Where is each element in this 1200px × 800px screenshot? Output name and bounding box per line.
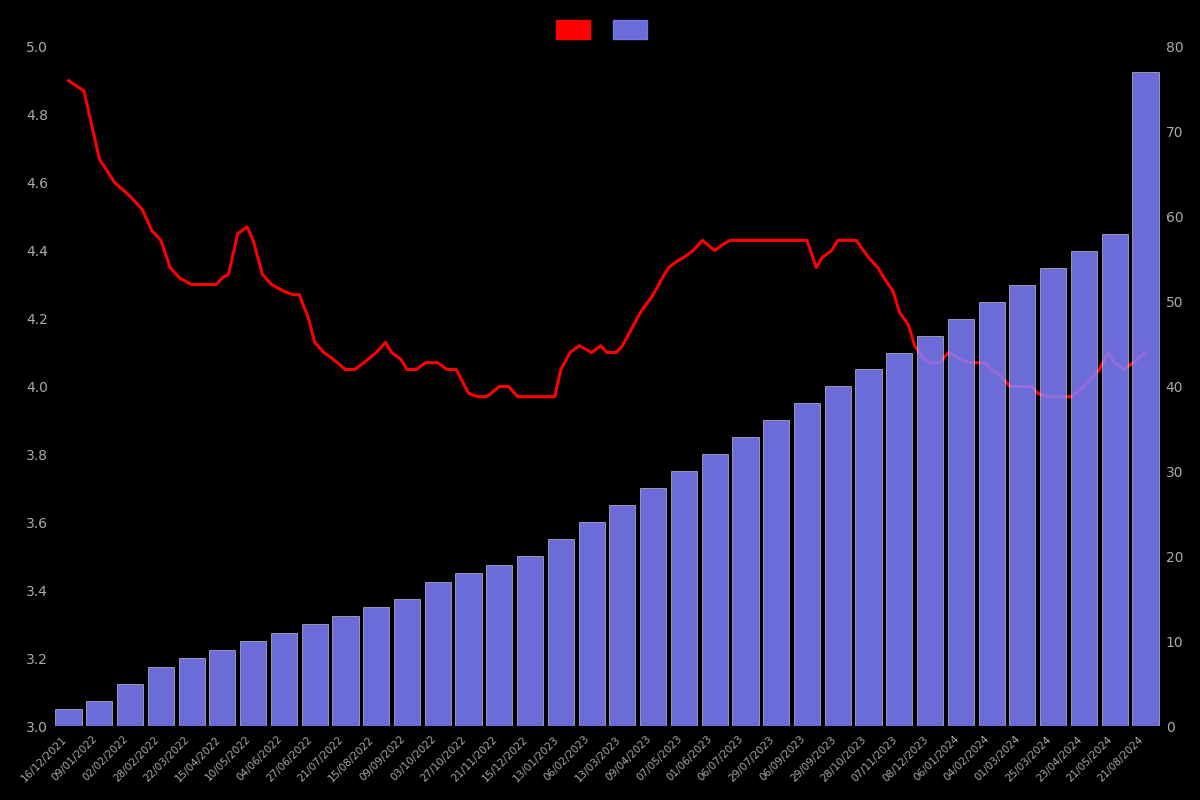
Bar bbox=[1133, 72, 1158, 726]
Bar bbox=[271, 633, 298, 726]
Bar bbox=[824, 386, 851, 726]
Bar bbox=[332, 616, 359, 726]
Bar bbox=[547, 539, 574, 726]
Legend: , : , bbox=[548, 13, 665, 46]
Bar bbox=[240, 642, 266, 726]
Bar bbox=[118, 684, 143, 726]
Bar bbox=[209, 650, 235, 726]
Bar bbox=[179, 658, 205, 726]
Bar bbox=[732, 438, 758, 726]
Bar bbox=[148, 667, 174, 726]
Bar bbox=[917, 335, 943, 726]
Bar bbox=[1070, 250, 1097, 726]
Bar bbox=[486, 565, 512, 726]
Bar bbox=[794, 403, 820, 726]
Bar bbox=[517, 556, 544, 726]
Bar bbox=[610, 506, 636, 726]
Bar bbox=[763, 421, 790, 726]
Bar bbox=[1009, 285, 1036, 726]
Bar bbox=[1040, 267, 1067, 726]
Bar bbox=[578, 522, 605, 726]
Bar bbox=[301, 624, 328, 726]
Bar bbox=[887, 353, 912, 726]
Bar bbox=[948, 318, 974, 726]
Bar bbox=[86, 701, 113, 726]
Bar bbox=[978, 302, 1004, 726]
Bar bbox=[55, 710, 82, 726]
Bar bbox=[1102, 234, 1128, 726]
Bar bbox=[640, 489, 666, 726]
Bar bbox=[671, 471, 697, 726]
Bar bbox=[394, 599, 420, 726]
Bar bbox=[456, 574, 481, 726]
Bar bbox=[425, 582, 451, 726]
Bar bbox=[364, 607, 389, 726]
Bar bbox=[702, 454, 727, 726]
Bar bbox=[856, 370, 882, 726]
